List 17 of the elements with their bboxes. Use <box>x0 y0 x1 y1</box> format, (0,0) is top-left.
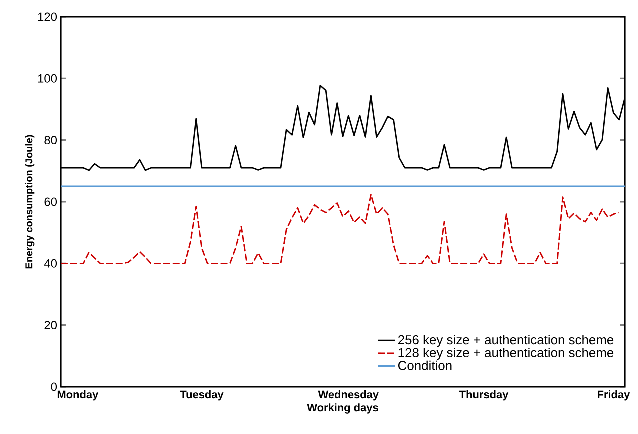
x-axis-title: Working days <box>307 404 378 414</box>
y-tick-label: 120 <box>38 12 58 22</box>
x-tick-label: Thursday <box>459 390 509 401</box>
y-tick-label: 40 <box>44 259 58 268</box>
x-tick-label: Monday <box>58 390 99 401</box>
legend-label: 256 key size + authentication scheme <box>398 335 614 348</box>
x-tick-label: Wednesday <box>318 390 379 401</box>
y-tick-label: 80 <box>44 136 58 145</box>
y-tick-label: 0 <box>51 382 58 392</box>
y-tick-label: 20 <box>44 321 58 330</box>
y-axis-title: Energy consumption (Joule) <box>25 135 35 269</box>
legend-label: Condition <box>398 360 452 370</box>
legend-label: 128 key size + authentication scheme <box>398 348 614 360</box>
y-tick-label: 60 <box>44 198 58 206</box>
y-tick-label: 100 <box>38 74 58 83</box>
x-tick-label: Tuesday <box>180 390 224 401</box>
x-tick-label: Friday <box>598 390 630 401</box>
